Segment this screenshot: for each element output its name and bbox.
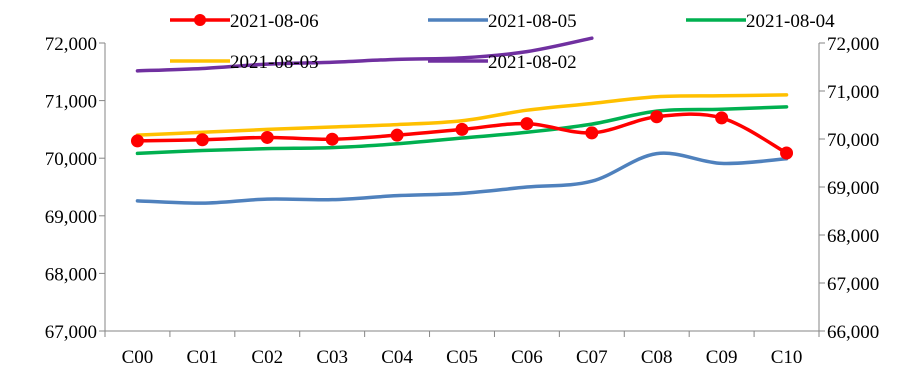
right-tick-label: 69,000 [827, 178, 879, 199]
legend-item: 2021-08-03 [170, 52, 319, 73]
series-line-2021-08-03 [135, 93, 789, 137]
data-point-2021-08-06 [715, 111, 729, 125]
right-tick-label: 67,000 [827, 274, 879, 295]
series-line-2021-08-04 [135, 105, 789, 156]
legend-label: 2021-08-05 [488, 11, 577, 32]
right-tick-label: 71,000 [827, 82, 879, 103]
x-tick-label: C08 [641, 347, 673, 368]
x-tick-label: C10 [771, 347, 803, 368]
legend-item: 2021-08-05 [428, 11, 577, 32]
x-tick-label: C05 [446, 347, 478, 368]
series-layer [130, 36, 794, 205]
left-tick-label: 68,000 [45, 264, 97, 285]
x-tick-label: C04 [381, 347, 413, 368]
data-point-2021-08-06 [260, 130, 274, 144]
left-tick-label: 69,000 [45, 207, 97, 228]
data-point-2021-08-06 [325, 132, 339, 146]
legend-item: 2021-08-06 [170, 11, 319, 32]
legend-label: 2021-08-02 [488, 52, 577, 73]
data-point-2021-08-06 [780, 146, 794, 160]
right-tick-label: 70,000 [827, 130, 879, 151]
right-tick-label: 68,000 [827, 226, 879, 247]
left-tick-label: 70,000 [45, 149, 97, 170]
right-tick-label: 72,000 [827, 34, 879, 55]
data-point-2021-08-06 [585, 126, 599, 140]
legend: 2021-08-06 2021-08-05 2021-08-04 2021-08-03… [170, 11, 835, 73]
left-tick-label: 67,000 [45, 322, 97, 343]
data-point-2021-08-06 [390, 128, 404, 142]
x-tick-label: C02 [251, 347, 283, 368]
data-point-2021-08-06 [130, 134, 144, 148]
legend-item: 2021-08-02 [428, 52, 577, 73]
right-tick-label: 66,000 [827, 322, 879, 343]
legend-label: 2021-08-04 [746, 11, 835, 32]
x-tick-label: C01 [187, 347, 219, 368]
x-tick-label: C00 [122, 347, 154, 368]
legend-label: 2021-08-06 [230, 11, 319, 32]
x-tick-label: C03 [316, 347, 348, 368]
legend-label: 2021-08-03 [230, 52, 319, 73]
x-tick-label: C06 [511, 347, 543, 368]
series-line-2021-08-05 [135, 151, 789, 205]
x-tick-label: C09 [706, 347, 738, 368]
data-point-2021-08-06 [195, 133, 209, 147]
left-tick-label: 72,000 [45, 34, 97, 55]
data-point-2021-08-06 [650, 110, 664, 124]
data-point-2021-08-06 [455, 122, 469, 136]
left-tick-label: 71,000 [45, 92, 97, 113]
series-line-2021-08-02 [135, 36, 594, 73]
x-tick-label: C07 [576, 347, 608, 368]
legend-marker [194, 14, 206, 26]
legend-item: 2021-08-04 [686, 11, 835, 32]
axes: 67,000 68,000 69,000 70,000 71,000 72,000 66,0… [45, 34, 880, 368]
data-point-2021-08-06 [520, 117, 534, 131]
